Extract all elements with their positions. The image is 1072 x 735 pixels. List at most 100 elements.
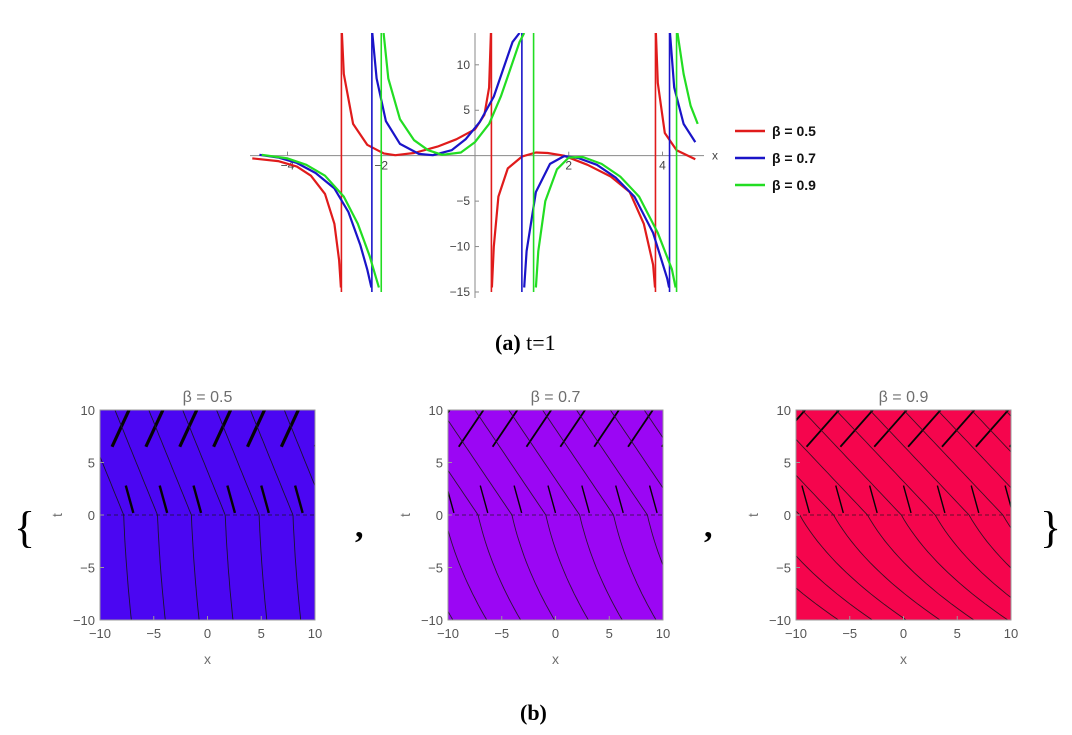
- y-tick-label: 0: [88, 508, 95, 523]
- contour-line: [796, 474, 834, 516]
- y-axis-label: t: [49, 513, 65, 517]
- contour-line: [148, 410, 192, 516]
- singular-streak: [873, 410, 908, 448]
- series-line: [668, 33, 697, 143]
- singular-streak: [936, 485, 946, 514]
- series-line: [490, 151, 657, 288]
- singular-streak: [413, 486, 421, 513]
- x-tick-label: 5: [606, 626, 613, 641]
- x-axis-label: x: [900, 651, 907, 667]
- caption-a-text: t=1: [526, 330, 556, 355]
- series-line: [654, 33, 696, 161]
- contour-line: [249, 410, 294, 516]
- contour-line: [970, 410, 1011, 453]
- singular-streak: [868, 485, 878, 514]
- y-tick-label: 5: [88, 456, 95, 471]
- singular-streak: [144, 410, 165, 448]
- contour-line: [373, 410, 444, 515]
- contour-line: [799, 514, 907, 620]
- singular-streak: [383, 410, 400, 447]
- contour-line: [715, 515, 758, 620]
- y-tick-label: 10: [429, 403, 443, 418]
- contour-line: [395, 515, 403, 620]
- singular-streak: [1004, 485, 1011, 510]
- x-tick-label: 2: [565, 159, 572, 173]
- y-tick-label: −15: [450, 285, 471, 299]
- contour-line: [13, 410, 56, 515]
- y-tick-label: −10: [769, 613, 791, 628]
- y-tick-label: −10: [421, 613, 443, 628]
- series-3: [261, 33, 699, 292]
- contour-line: [867, 514, 975, 620]
- singular-streak: [10, 410, 27, 447]
- y-tick-label: 0: [784, 508, 791, 523]
- caption-b-label: (b): [520, 700, 547, 725]
- contour-line: [306, 410, 377, 515]
- x-tick-label: 5: [258, 626, 265, 641]
- y-tick-label: −5: [456, 194, 470, 208]
- contour-line: [508, 410, 581, 516]
- singular-streak: [696, 410, 721, 447]
- singular-streak: [513, 485, 523, 514]
- x-tick-label: 10: [1004, 626, 1018, 641]
- contour-line: [801, 410, 902, 516]
- singular-streak: [705, 410, 737, 447]
- series-line: [382, 33, 526, 156]
- series-2: [259, 33, 697, 292]
- series-1: [252, 33, 696, 292]
- contour-line: [643, 410, 663, 439]
- y-axis-label: t: [397, 513, 413, 517]
- singular-streak: [751, 486, 759, 513]
- density-contours: [10, 410, 429, 620]
- singular-streak: [260, 485, 270, 514]
- x-tick-label: −10: [437, 626, 459, 641]
- contour-line: [511, 514, 555, 620]
- contour-line: [292, 514, 302, 620]
- contour-line: [869, 410, 970, 516]
- y-tick-label: 0: [436, 508, 443, 523]
- singular-streak: [293, 485, 304, 514]
- contour-line: [903, 410, 1004, 516]
- singular-streak: [941, 410, 976, 448]
- y-tick-label: −5: [80, 561, 95, 576]
- brace-close: }: [1040, 503, 1062, 552]
- x-tick-label: 10: [656, 626, 670, 641]
- contour-line: [216, 410, 260, 516]
- series-line: [371, 33, 521, 157]
- singular-streak: [212, 410, 233, 448]
- singular-streak: [717, 486, 725, 513]
- panel-title: β = 0.9: [879, 389, 929, 406]
- legend-label: β = 0.9: [772, 177, 816, 193]
- singular-streak: [279, 410, 300, 448]
- singular-streak: [839, 410, 874, 448]
- contour-line: [448, 419, 513, 516]
- series-line: [676, 33, 699, 125]
- singular-streak: [739, 410, 771, 447]
- singular-streak: [192, 485, 203, 514]
- singular-streak: [1009, 443, 1011, 448]
- singular-streak: [329, 486, 337, 513]
- contour-line: [258, 514, 268, 620]
- series-line: [252, 157, 342, 288]
- singular-streak: [158, 485, 169, 514]
- series-line: [523, 155, 671, 288]
- y-tick-label: 5: [463, 103, 470, 117]
- x-axis-label: x: [204, 651, 211, 667]
- contour-line: [123, 514, 132, 620]
- contour-line: [386, 410, 429, 515]
- singular-streak: [581, 485, 591, 514]
- contour-line: [937, 410, 1011, 489]
- contour-line: [448, 528, 488, 620]
- y-tick-label: 10: [81, 403, 95, 418]
- singular-streak: [391, 410, 416, 447]
- x-tick-label: −10: [89, 626, 111, 641]
- x-axis-label: x: [552, 651, 559, 667]
- separator-1: ,: [355, 508, 364, 545]
- singular-streak: [648, 485, 658, 514]
- x-tick-label: −5: [494, 626, 509, 641]
- singular-streak: [907, 410, 942, 448]
- singular-streak: [226, 485, 237, 514]
- singular-streak: [58, 486, 66, 513]
